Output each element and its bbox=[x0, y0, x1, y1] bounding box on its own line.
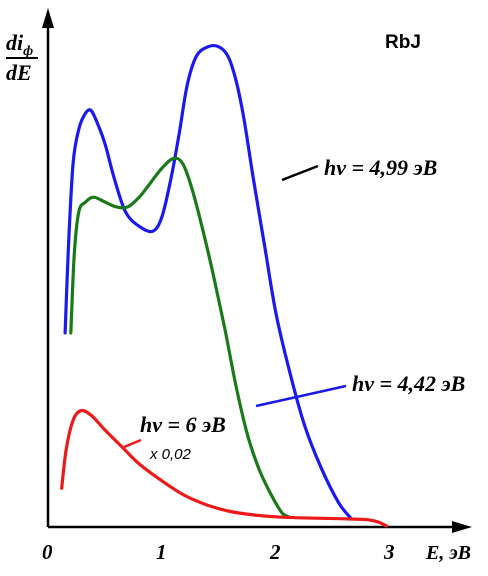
series-line-4-99 bbox=[63, 44, 352, 519]
leader-line-4-99 bbox=[281, 164, 319, 182]
ylabel-numerator: diф bbox=[6, 30, 33, 59]
series-curves bbox=[60, 44, 389, 528]
y-axis-arrow bbox=[42, 8, 54, 28]
annotation-4-99: hν = 4,99 эВ bbox=[324, 155, 437, 180]
series-line-6 bbox=[60, 408, 389, 528]
leader-line-6 bbox=[123, 438, 142, 449]
ylabel-denominator: dE bbox=[6, 60, 32, 85]
annotation-4-42: hν = 4,42 эВ bbox=[352, 371, 465, 396]
chart-title: RbJ bbox=[385, 32, 421, 53]
x-tick-label-1: 1 bbox=[156, 540, 167, 564]
ylabel-top: di bbox=[6, 30, 24, 55]
annotation-6: hν = 6 эВ bbox=[140, 412, 226, 437]
series-line-4-42 bbox=[69, 156, 292, 519]
x-tick-label-2: 2 bbox=[269, 540, 281, 564]
x-axis-arrow bbox=[452, 521, 472, 533]
leader-line-4-42 bbox=[255, 384, 347, 408]
x-tick-label-3: 3 bbox=[383, 540, 395, 564]
ylabel-sub: ф bbox=[23, 44, 33, 59]
x-axis-label: E, эВ bbox=[425, 542, 471, 564]
x-tick-label-0: 0 bbox=[42, 540, 53, 564]
x-tick-labels: 0 1 2 3 bbox=[42, 540, 395, 564]
annotation-6-scale: x 0,02 bbox=[149, 446, 192, 463]
